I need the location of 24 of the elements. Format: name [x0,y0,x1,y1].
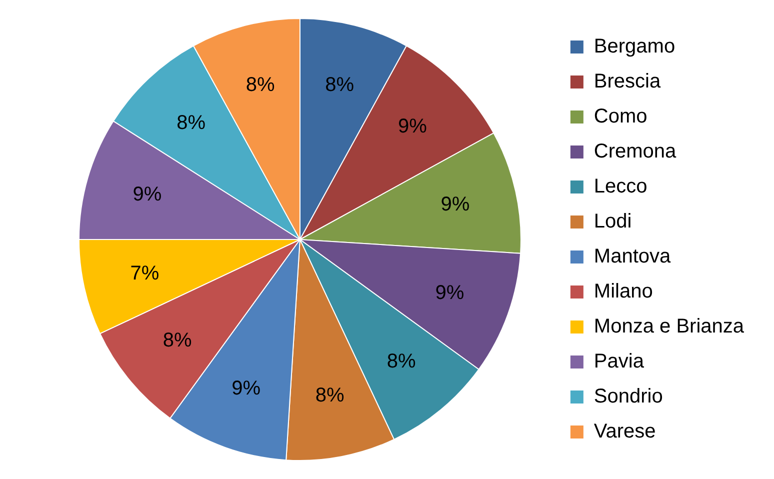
legend-label: Bergamo [594,36,676,58]
data-label: 8% [162,329,192,352]
data-label: 9% [435,282,464,304]
data-label: 9% [132,184,162,206]
legend-label: Pavia [594,350,645,373]
legend-label: Lecco [594,176,648,198]
data-label: 8% [176,112,206,134]
legend-label: Como [594,106,648,128]
legend-label: Varese [594,420,656,443]
legend-label: Sondrio [594,386,663,408]
legend-label: Monza e Brianza [594,316,745,338]
legend-label: Cremona [594,140,678,163]
legend-label: Mantova [594,246,672,268]
data-label: 8% [315,384,344,406]
data-label: 8% [246,74,276,96]
legend-label: Lodi [594,210,632,233]
data-label: 9% [232,378,261,400]
data-label: 7% [130,262,160,285]
data-label: 9% [440,193,470,216]
data-label: 9% [398,116,428,138]
data-label: 8% [325,74,354,96]
legend-label: Milano [594,280,653,303]
data-label: 8% [386,350,416,373]
legend-label: Brescia [594,70,662,93]
